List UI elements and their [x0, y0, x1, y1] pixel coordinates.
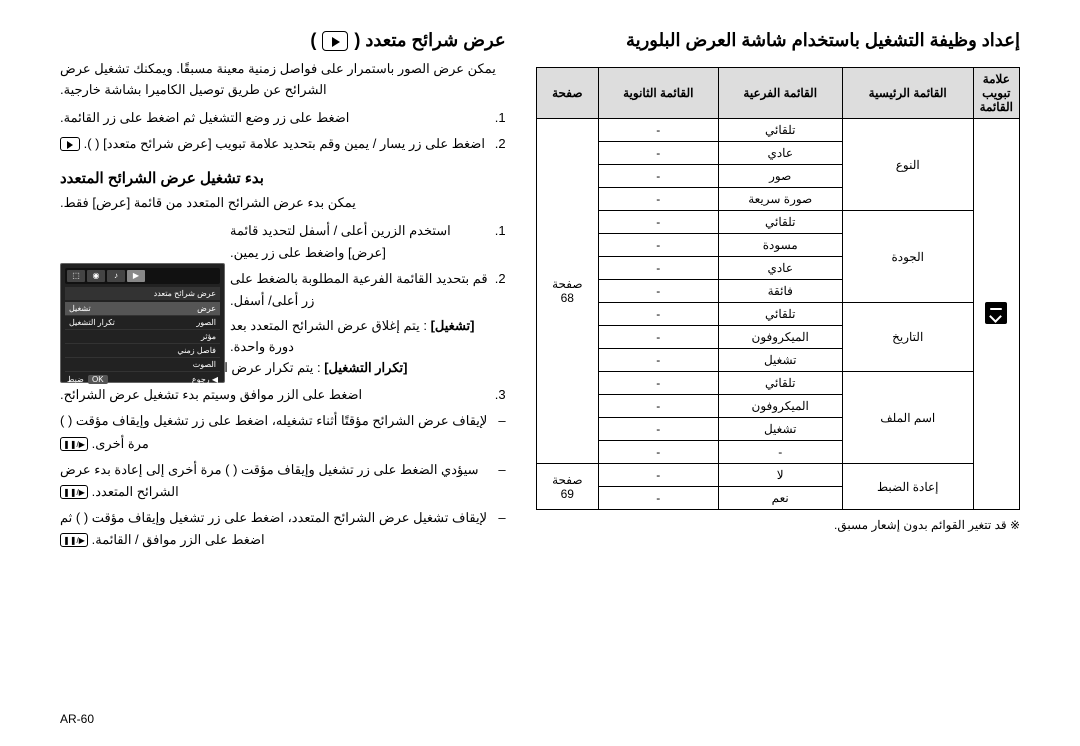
table-footnote: ※ قد تتغير القوائم بدون إشعار مسبق. [536, 516, 1020, 535]
sub: نعم [718, 487, 842, 510]
play-label: [تشغيل] [431, 318, 475, 333]
sub: فائقة [718, 280, 842, 303]
repeat-label: [تكرار التشغيل] [324, 360, 407, 375]
play-pause-icon [60, 533, 88, 547]
main-reset: إعادة الضبط [842, 464, 973, 510]
sub: تلقائي [718, 303, 842, 326]
step-b-3: اضغط على الزر موافق وسيتم بدء تشغيل عرض … [60, 384, 506, 406]
document-page: إعداد وظيفة التشغيل باستخدام شاشة العرض … [0, 0, 1080, 746]
page-ref-69: صفحة 69 [536, 464, 598, 510]
right-column: إعداد وظيفة التشغيل باستخدام شاشة العرض … [536, 30, 1020, 700]
sub: صور [718, 165, 842, 188]
menu-row: الصورتكرار التشغيل [65, 316, 220, 330]
bullet-3: لإيقاف تشغيل عرض الشرائح المتعدد، اضغط ع… [60, 507, 506, 551]
step-a-2: اضغط على زر يسار / يمين وقم بتحديد علامة… [60, 133, 506, 155]
sub: تلقائي [718, 211, 842, 234]
sub: الميكروفون [718, 395, 842, 418]
main-type: النوع [842, 119, 973, 211]
sub: لا [718, 464, 842, 487]
th-main: القائمة الرئيسية [842, 68, 973, 119]
left-heading-text: عرض شرائح متعدد ( [354, 30, 505, 51]
main-filename: اسم الملف [842, 372, 973, 464]
left-steps-b-cont: اضغط على الزر موافق وسيتم بدء تشغيل عرض … [60, 384, 506, 406]
sub: - [718, 441, 842, 464]
step-b-2: قم بتحديد القائمة الفرعية المطلوبة بالضغ… [60, 268, 506, 312]
page-ref-68: صفحة 68 [536, 119, 598, 464]
sub-heading: بدء تشغيل عرض الشرائح المتعدد [60, 169, 506, 187]
tab-icon-cell [973, 119, 1019, 510]
step-b-1: استخدم الزرين أعلى / أسفل لتحديد قائمة [… [60, 220, 506, 264]
sub: تلقائي [718, 119, 842, 142]
two-column-layout: إعداد وظيفة التشغيل باستخدام شاشة العرض … [60, 30, 1020, 700]
sec: - [599, 119, 719, 142]
settings-table: علامة تبويب القائمة القائمة الرئيسية الق… [536, 67, 1020, 510]
step-a-1: اضغط على زر وضع التشغيل ثم اضغط على زر ا… [60, 107, 506, 129]
ok-button-label: OK [88, 375, 108, 384]
left-steps-a: اضغط على زر وضع التشغيل ثم اضغط على زر ا… [60, 107, 506, 155]
bullet-2: سيؤدي الضغط على زر تشغيل وإيقاف مؤقت ( )… [60, 459, 506, 503]
main-date: التاريخ [842, 303, 973, 372]
bullets: لإيقاف عرض الشرائح مؤقتًا أثناء تشغيله، … [60, 410, 506, 551]
main-quality: الجودة [842, 211, 973, 303]
left-body-wrap: ▶ ♪ ◉ ⬚ عرض شرائح متعدد عرضتشغيل الصورتك… [60, 193, 506, 551]
menu-row: مؤثر [65, 330, 220, 344]
left-intro: يمكن عرض الصور باستمرار على فواصل زمنية … [60, 59, 506, 101]
th-page: صفحة [536, 68, 598, 119]
page-number: AR-60 [60, 712, 1020, 726]
sub: عادي [718, 142, 842, 165]
menu-row: الصوت [65, 358, 220, 372]
sub: تلقائي [718, 372, 842, 395]
slideshow-icon-inline [60, 137, 80, 151]
sub-intro: يمكن بدء عرض الشرائح المتعدد من قائمة [ع… [60, 193, 506, 214]
left-heading: عرض شرائح متعدد ( ) [60, 30, 506, 51]
sub: تشغيل [718, 349, 842, 372]
left-column: عرض شرائح متعدد ( ) يمكن عرض الصور باستم… [60, 30, 506, 700]
sub: صورة سريعة [718, 188, 842, 211]
play-pause-icon [60, 485, 88, 499]
sub: تشغيل [718, 418, 842, 441]
settings-tab-icon [985, 302, 1007, 324]
menu-footer: ◀ رجوع OK ضبط [65, 372, 220, 384]
th-tab: علامة تبويب القائمة [973, 68, 1019, 119]
th-sec: القائمة الثانوية [599, 68, 719, 119]
sub: عادي [718, 257, 842, 280]
slideshow-icon [322, 31, 348, 51]
sub: مسودة [718, 234, 842, 257]
right-heading: إعداد وظيفة التشغيل باستخدام شاشة العرض … [536, 30, 1020, 51]
th-sub: القائمة الفرعية [718, 68, 842, 119]
menu-row: فاصل زمني [65, 344, 220, 358]
play-pause-icon [60, 437, 88, 451]
bullet-1: لإيقاف عرض الشرائح مؤقتًا أثناء تشغيله، … [60, 410, 506, 454]
play-text: : يتم إغلاق عرض الشرائح المتعدد بعد دورة… [230, 318, 427, 354]
sub: الميكروفون [718, 326, 842, 349]
